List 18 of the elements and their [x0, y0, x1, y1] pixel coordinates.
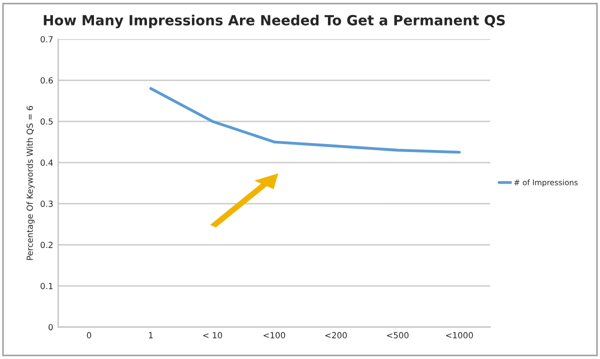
y-tick-label: 0.7	[40, 36, 53, 42]
y-tick-label: 0.4	[40, 160, 53, 166]
y-tick-label: 0.3	[40, 200, 53, 207]
y-tick-label: 0.2	[40, 242, 53, 248]
y-tick-label: 0.1	[40, 282, 53, 290]
y-axis-title: Percentage Of Keywords With QS = 6	[26, 106, 35, 260]
x-tick-label: <100	[264, 332, 286, 338]
line-series	[149, 87, 461, 154]
x-tick-label: <500	[387, 332, 409, 338]
y-tick-label: 0.5	[40, 118, 53, 125]
x-tick-label: 1	[149, 332, 153, 338]
x-tick-label: < 10	[203, 332, 222, 338]
x-tick-label: <1000	[446, 332, 473, 338]
x-tick-label: 0	[86, 332, 92, 338]
y-tick-label: 0	[48, 324, 53, 330]
y-tick-label: 0.6	[40, 77, 53, 84]
chart-title: How Many Impressions Are Needed To Get a Permanent QS	[44, 14, 505, 28]
x-tick-label: <200	[325, 332, 347, 338]
